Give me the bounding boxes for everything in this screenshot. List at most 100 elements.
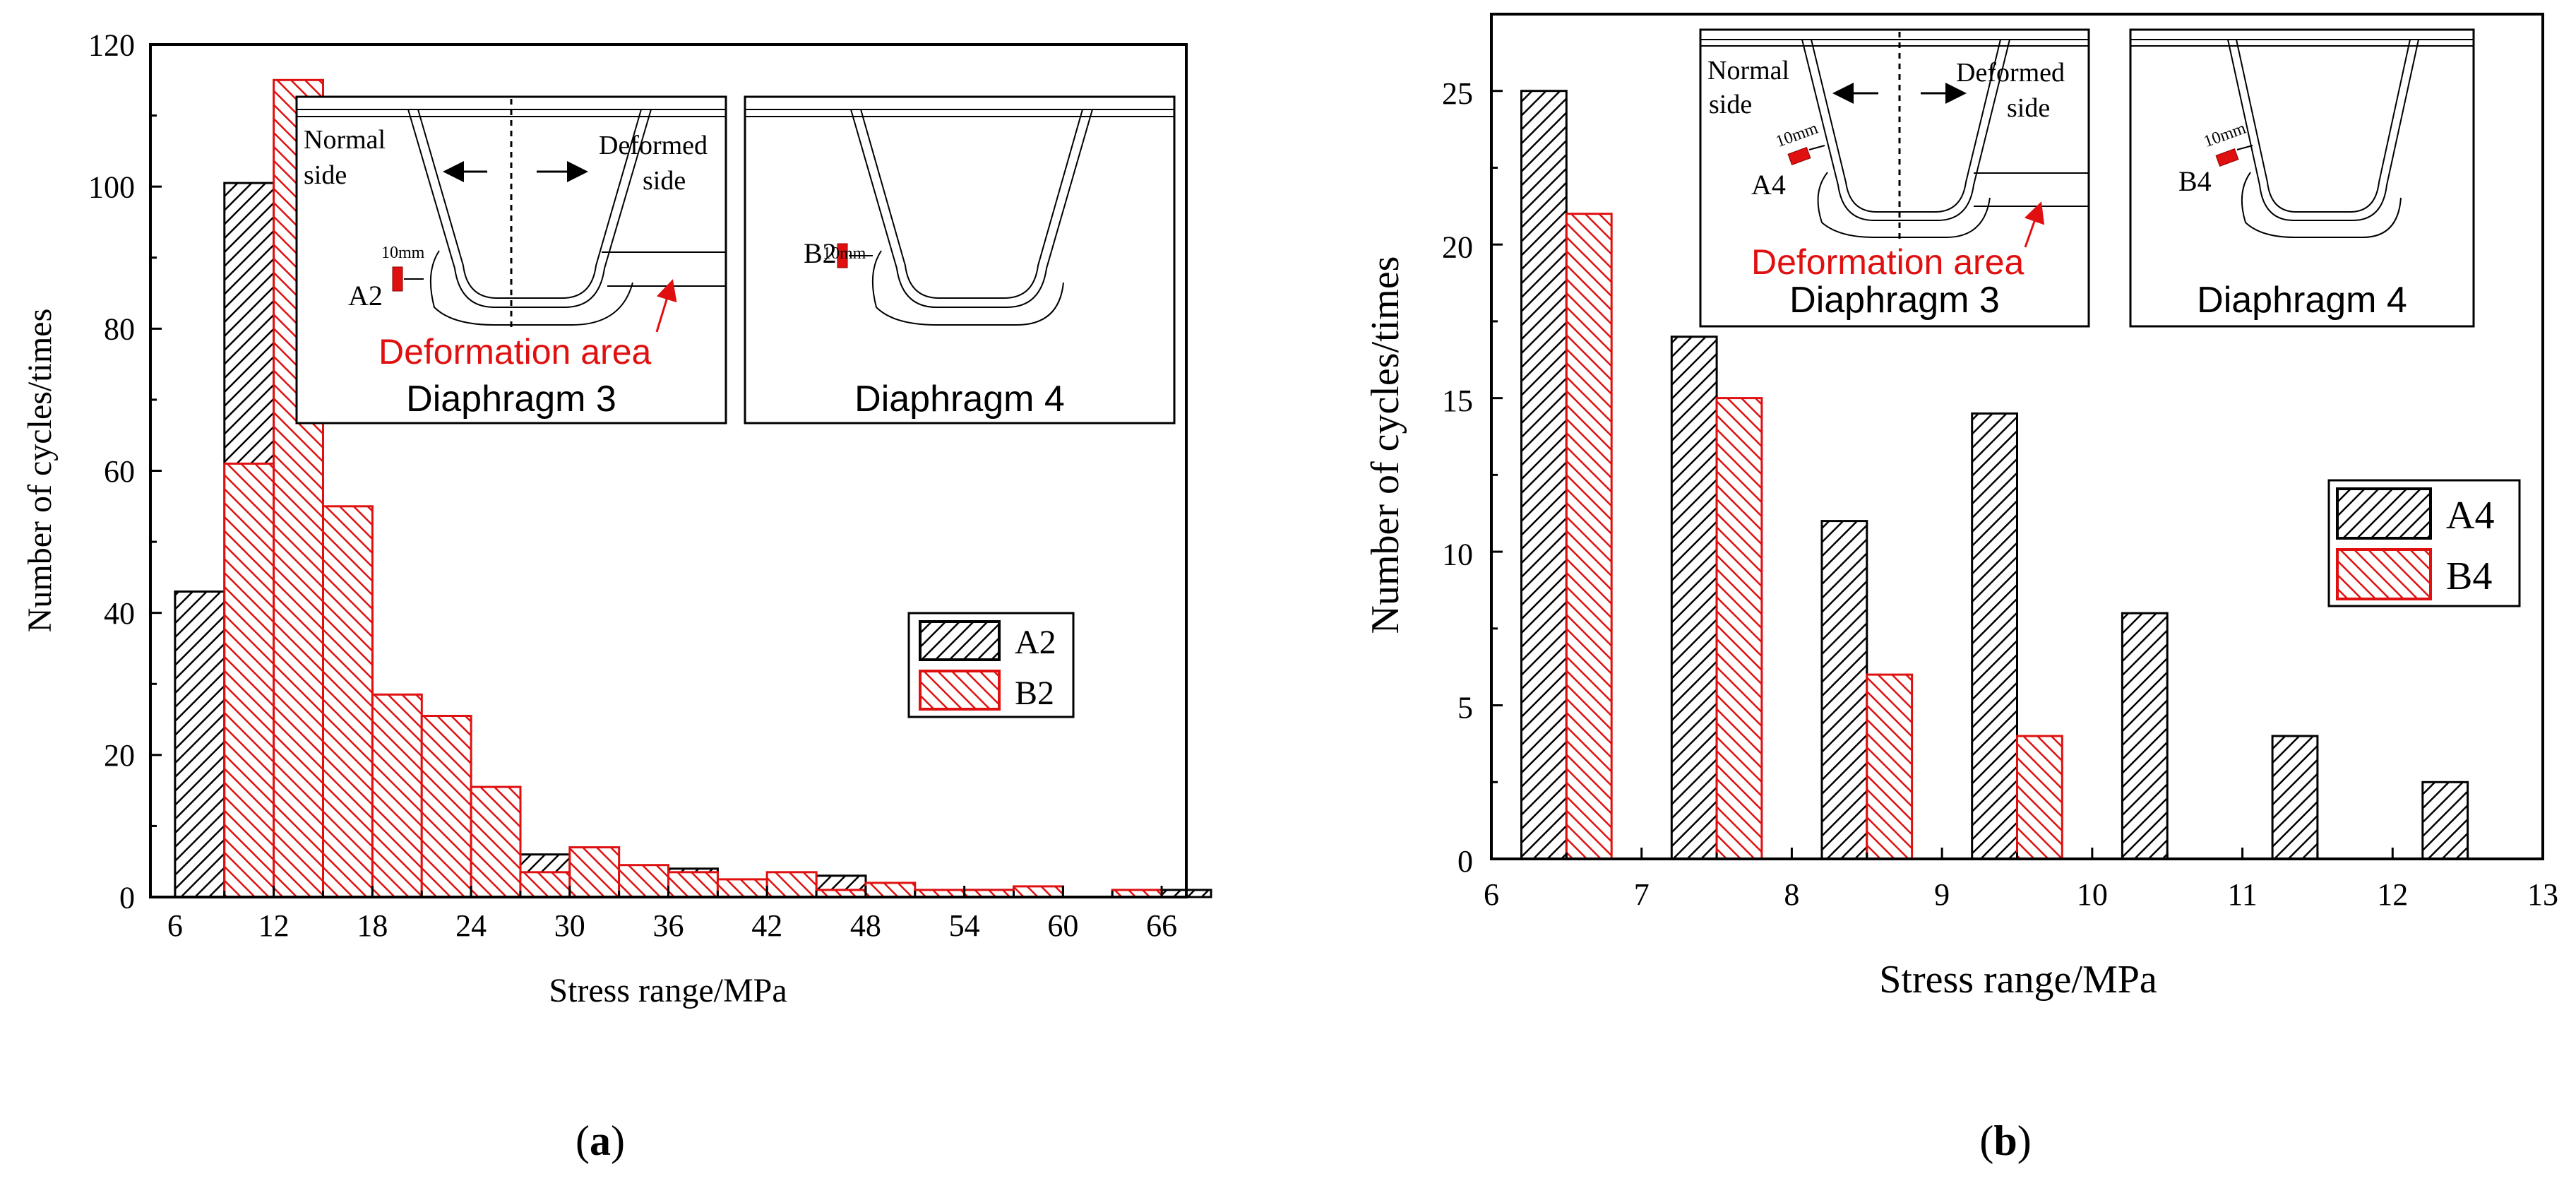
panel-b-legend-label-b4: B4 xyxy=(2446,554,2492,598)
inset-deformed-side: Deformed xyxy=(599,131,708,160)
y-tick-label: 40 xyxy=(104,596,135,631)
inset-diaphragm-3-caption: Diaphragm 3 xyxy=(1789,280,2000,321)
inset-gauge-dim: 10mm xyxy=(381,244,425,262)
panel-b-bars xyxy=(1520,90,2469,860)
panel-b-caption: (b) xyxy=(1979,1117,2031,1164)
bar-b2-3 xyxy=(371,693,423,898)
y-tick-label: 120 xyxy=(88,28,135,62)
panel-a-legend: A2 B2 xyxy=(907,612,1075,718)
bar-b2-5 xyxy=(470,785,522,898)
panel-a-bars xyxy=(174,78,1212,898)
rib-outline xyxy=(2227,39,2419,221)
inset-gauge-b4: B4 xyxy=(2178,165,2212,197)
inset-frame xyxy=(1699,28,2090,328)
panel-b-inset-diaphragm-3: Normal side Deformed side 10mm A4 Deform… xyxy=(1699,28,2090,328)
y-tick-label: 20 xyxy=(104,738,135,773)
inset-normal-side-2: side xyxy=(1709,90,1752,119)
inset-normal-side: Normal xyxy=(304,125,386,155)
inset-gauge-b2: B2 xyxy=(804,237,837,269)
inset-deformed-side-2: side xyxy=(643,166,686,196)
rib-outline xyxy=(407,109,652,308)
x-tick-label: 66 xyxy=(1146,908,1177,943)
inset-deformed-side-2: side xyxy=(2007,93,2050,123)
bar-b2-16 xyxy=(1013,885,1064,898)
panel-b-y-axis-label: Number of cycles/times xyxy=(1364,256,1407,634)
bar-a4-1 xyxy=(1670,336,1718,860)
bar-b2-9 xyxy=(667,871,719,898)
bar-a4-5 xyxy=(2271,735,2319,860)
x-tick-label: 24 xyxy=(455,908,487,943)
panel-b-legend-swatch-a4 xyxy=(2336,487,2432,540)
x-tick-label: 60 xyxy=(1047,908,1078,943)
bar-b4-3 xyxy=(2016,735,2063,860)
bar-a4-2 xyxy=(1820,520,1868,860)
panel-a: 6 12 18 24 30 36 42 48 54 60 66 0 20 40 60 80 100 120 Str… xyxy=(21,28,1212,1164)
y-tick-label: 20 xyxy=(1442,230,1473,264)
bar-b4-2 xyxy=(1866,673,1914,860)
y-tick-label: 15 xyxy=(1442,384,1473,418)
gauge-a2-icon xyxy=(392,266,403,292)
x-tick-label: 13 xyxy=(2527,877,2558,912)
inset-frame xyxy=(2129,28,2475,328)
bar-b4-1 xyxy=(1715,397,1763,860)
x-tick-label: 12 xyxy=(2377,877,2408,912)
y-tick-label: 60 xyxy=(104,454,135,489)
y-tick-label: 10 xyxy=(1442,537,1473,571)
gauge-a4-icon xyxy=(1787,147,1811,165)
inset-gauge-a4: A4 xyxy=(1751,169,1786,201)
panel-b-legend: A4 B4 xyxy=(2327,479,2521,607)
x-tick-label: 48 xyxy=(850,908,881,943)
x-tick-label: 42 xyxy=(751,908,782,943)
inset-diaphragm-4-caption: Diaphragm 4 xyxy=(2197,280,2407,321)
bar-b4-0 xyxy=(1565,213,1613,860)
gauge-b4-icon xyxy=(2215,148,2239,167)
bar-b2-6 xyxy=(519,871,571,898)
panel-a-caption: (a) xyxy=(576,1117,625,1164)
bar-b2-11 xyxy=(765,871,818,898)
panel-a-y-axis-label: Number of cycles/times xyxy=(21,309,59,633)
inset-deformation-area: Deformation area xyxy=(378,332,651,372)
x-tick-label: 30 xyxy=(554,908,585,943)
panel-a-legend-swatch-a2 xyxy=(919,620,1001,661)
inset-diaphragm-3-caption: Diaphragm 3 xyxy=(406,379,616,420)
x-tick-label: 12 xyxy=(258,908,290,943)
x-tick-label: 7 xyxy=(1634,877,1650,912)
panel-a-ticks: 6 12 18 24 30 36 42 48 54 60 66 0 20 40 60 80 100 120 xyxy=(88,28,1177,943)
inset-diaphragm-4-caption: Diaphragm 4 xyxy=(854,379,1065,420)
bar-a4-6 xyxy=(2421,781,2469,860)
x-tick-label: 6 xyxy=(1484,877,1499,912)
panel-a-legend-swatch-b2 xyxy=(919,670,1001,711)
y-tick-label: 0 xyxy=(1457,844,1473,879)
inset-normal-side: Normal xyxy=(1707,56,1789,85)
x-tick-label: 18 xyxy=(357,908,388,943)
panel-b-legend-label-a4: A4 xyxy=(2446,494,2494,538)
inset-frame xyxy=(744,95,1176,425)
bar-a2-0 xyxy=(174,590,226,898)
panel-b-ticks: 6 7 8 9 10 11 12 13 0 5 10 15 20 25 xyxy=(1442,76,2558,912)
panel-b-x-axis-label: Stress range/MPa xyxy=(1879,958,2157,1002)
x-tick-label: 6 xyxy=(167,908,183,943)
panel-a-legend-label-a2: A2 xyxy=(1015,624,1056,661)
panel-a-legend-label-b2: B2 xyxy=(1015,675,1054,712)
bar-a4-0 xyxy=(1520,90,1568,860)
inset-normal-side-2: side xyxy=(304,160,347,190)
bar-b2-4 xyxy=(420,715,472,898)
panel-a-x-axis-label: Stress range/MPa xyxy=(549,972,787,1009)
inset-deformed-side: Deformed xyxy=(1956,58,2065,88)
gauge-b2-icon xyxy=(837,243,848,268)
panel-b-legend-swatch-b4 xyxy=(2336,548,2432,600)
x-tick-label: 11 xyxy=(2227,877,2257,912)
y-tick-label: 25 xyxy=(1442,76,1473,111)
bar-b2-10 xyxy=(716,878,768,898)
bar-b2-13 xyxy=(864,882,917,898)
bar-a4-3 xyxy=(1971,412,2018,860)
x-tick-label: 36 xyxy=(653,908,684,943)
bar-b2-0 xyxy=(223,462,275,898)
rib-outline xyxy=(850,109,1093,308)
x-tick-label: 54 xyxy=(949,908,980,943)
y-tick-label: 0 xyxy=(119,880,135,915)
y-tick-label: 80 xyxy=(104,312,135,347)
panel-b-inset-diaphragm-4: 10mm B4 Diaphragm 4 xyxy=(2129,28,2475,328)
bar-b2-8 xyxy=(618,864,669,898)
